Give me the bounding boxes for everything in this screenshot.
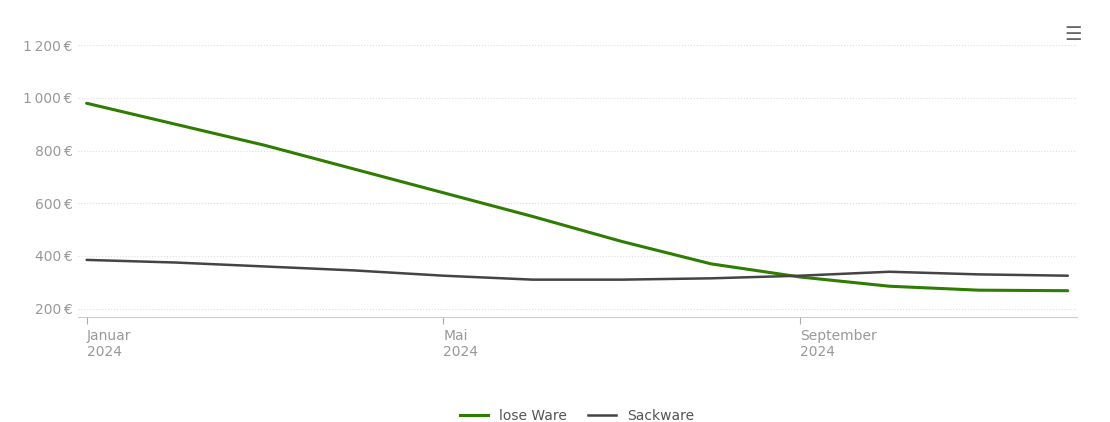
Text: ☰: ☰ <box>1064 25 1082 44</box>
Legend: lose Ware, Sackware: lose Ware, Sackware <box>455 404 699 422</box>
